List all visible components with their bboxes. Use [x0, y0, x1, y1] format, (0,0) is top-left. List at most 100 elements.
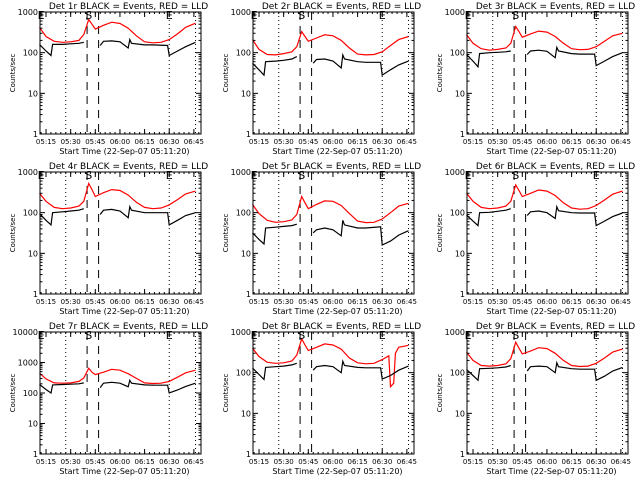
y-axis-label: Counts/sec [436, 214, 444, 253]
series-events [252, 220, 409, 246]
panel-title: Det 8r BLACK = Events, RED = LLD [262, 322, 421, 332]
panel-det-1: Det 1r BLACK = Events, RED = LLD 1 10 100 10… [9, 2, 208, 156]
x-axis-label: Start Time (22-Sep-07 05:11:20) [272, 307, 402, 316]
y-tick-label: 1000 [18, 359, 38, 368]
plot-frame [252, 331, 415, 455]
marker-e: E [379, 169, 386, 182]
x-tick-label: 05:15 [463, 458, 483, 466]
x-tick-label: 06:15 [135, 298, 155, 306]
x-tick-label: 06:45 [184, 458, 204, 466]
x-axis-label: Start Time (22-Sep-07 05:11:20) [486, 467, 616, 476]
series-lld [466, 183, 623, 210]
x-tick-label: 05:15 [249, 298, 269, 306]
panel-det-3: Det 3r BLACK = Events, RED = LLD 1 10 100 10… [436, 2, 635, 156]
series-lld [251, 30, 409, 56]
x-tick-label: 06:30 [372, 138, 392, 146]
x-tick-label: 06:00 [323, 298, 343, 306]
panel-det-9: Det 9r BLACK = Events, RED = LLD 1 10 100 10… [436, 322, 635, 476]
panel-title: Det 2r BLACK = Events, RED = LLD [262, 2, 421, 12]
series-events [39, 204, 196, 227]
plot-frame [252, 171, 415, 295]
y-tick-label: 1 [33, 130, 38, 139]
x-tick-label: 06:15 [348, 298, 368, 306]
x-tick-label: 06:30 [372, 298, 392, 306]
x-axis-label: Start Time (22-Sep-07 05:11:20) [486, 147, 616, 156]
series-lld [39, 367, 196, 385]
series-lld [466, 25, 623, 51]
y-tick-label: 10 [455, 409, 465, 418]
marker-e: E [38, 169, 45, 182]
x-tick-label: 06:30 [586, 458, 606, 466]
x-tick-label: 06:45 [184, 138, 204, 146]
y-tick-label: 1 [246, 290, 251, 299]
x-tick-label: 06:30 [586, 298, 606, 306]
marker-e: E [38, 9, 45, 22]
y-tick-label: 1000 [231, 328, 251, 337]
y-tick-label: 1 [33, 450, 38, 459]
marker-e: E [465, 169, 472, 182]
x-tick-label: 05:45 [85, 298, 105, 306]
x-tick-label: 06:00 [323, 458, 343, 466]
x-axis-label: Start Time (22-Sep-07 05:11:20) [59, 467, 189, 476]
series-events [466, 45, 623, 69]
x-axis-label: Start Time (22-Sep-07 05:11:20) [59, 147, 189, 156]
y-tick-label: 1 [460, 290, 465, 299]
x-tick-label: 05:30 [61, 138, 81, 146]
x-tick-label: 05:15 [249, 138, 269, 146]
plot-frame [466, 331, 629, 455]
x-tick-label: 05:30 [488, 138, 508, 146]
series-events [252, 52, 409, 77]
y-tick-label: 10 [28, 249, 38, 258]
y-tick-label: 1000 [445, 8, 465, 17]
x-tick-label: 05:45 [298, 458, 318, 466]
marker-s: S [298, 9, 305, 22]
x-axis-label: Start Time (22-Sep-07 05:11:20) [486, 307, 616, 316]
x-tick-label: 06:15 [562, 298, 582, 306]
marker-s: S [298, 329, 305, 342]
series-events [252, 359, 409, 381]
marker-s: S [298, 169, 305, 182]
y-tick-label: 100 [23, 49, 38, 58]
series-lld [466, 340, 623, 368]
panel-title: Det 3r BLACK = Events, RED = LLD [476, 2, 635, 12]
x-tick-label: 06:15 [562, 458, 582, 466]
series-events [466, 360, 623, 382]
x-tick-label: 05:30 [274, 298, 294, 306]
x-tick-label: 06:15 [348, 138, 368, 146]
x-tick-label: 06:45 [397, 138, 417, 146]
panel-det-4: Det 4r BLACK = Events, RED = LLD 1 10 100 10… [9, 162, 208, 316]
series-lld [252, 194, 409, 224]
y-tick-label: 10 [455, 249, 465, 258]
y-axis-label: Counts/sec [222, 214, 230, 253]
x-tick-label: 05:45 [85, 458, 105, 466]
marker-e: E [465, 9, 472, 22]
marker-e: E [251, 9, 258, 22]
panel-title: Det 7r BLACK = Events, RED = LLD [49, 322, 208, 332]
marker-s: S [512, 329, 519, 342]
y-tick-label: 10 [28, 420, 38, 429]
marker-e: E [379, 9, 386, 22]
series-events [39, 37, 196, 57]
x-tick-label: 05:30 [488, 458, 508, 466]
panel-title: Det 4r BLACK = Events, RED = LLD [49, 162, 208, 172]
x-axis-label: Start Time (22-Sep-07 05:11:20) [272, 467, 402, 476]
y-tick-label: 1 [460, 450, 465, 459]
y-tick-label: 1000 [231, 8, 251, 17]
plot-frame [252, 11, 415, 135]
x-tick-label: 06:30 [372, 458, 392, 466]
y-tick-label: 100 [236, 369, 251, 378]
x-tick-label: 06:45 [184, 298, 204, 306]
x-tick-label: 06:00 [323, 138, 343, 146]
panel-det-5: Det 5r BLACK = Events, RED = LLD 1 10 100 10… [222, 162, 421, 316]
panel-title: Det 6r BLACK = Events, RED = LLD [476, 162, 635, 172]
marker-e: E [251, 329, 258, 342]
y-tick-label: 10 [241, 409, 251, 418]
x-tick-label: 05:45 [85, 138, 105, 146]
marker-e: E [593, 329, 600, 342]
panel-title: Det 5r BLACK = Events, RED = LLD [262, 162, 421, 172]
y-axis-label: Counts/sec [9, 214, 17, 253]
marker-e: E [379, 329, 386, 342]
plot-frame [466, 11, 629, 135]
marker-e: E [166, 329, 173, 342]
